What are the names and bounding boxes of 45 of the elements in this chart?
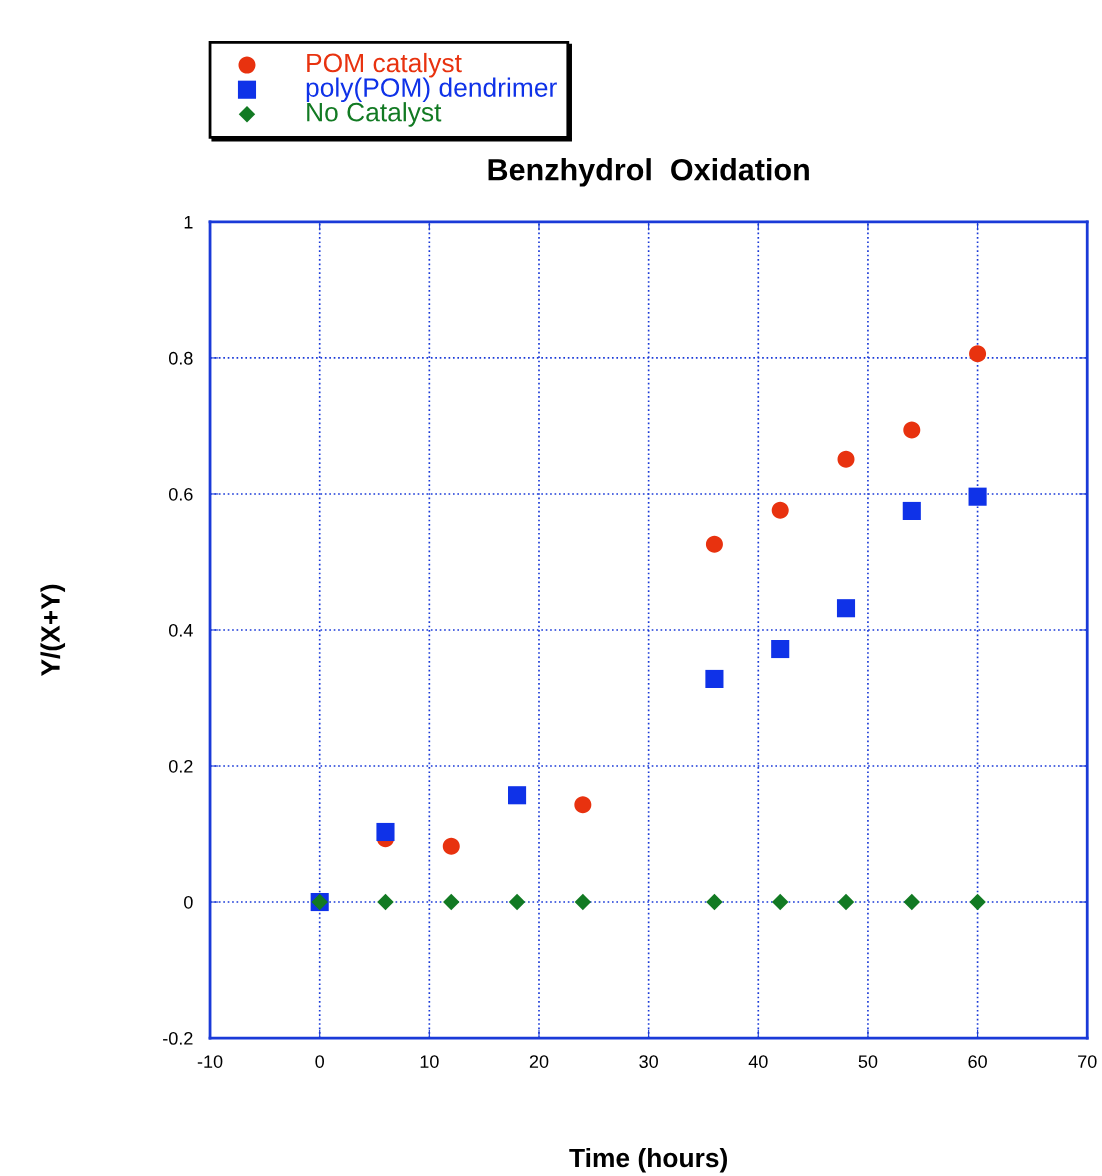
legend-label: POM catalyst bbox=[307, 52, 462, 78]
point bbox=[705, 535, 723, 553]
x-axis-title: Time (hours) bbox=[569, 1147, 727, 1173]
x-tick-label: 20 bbox=[529, 1055, 549, 1068]
point bbox=[377, 893, 394, 911]
point bbox=[968, 487, 987, 506]
y-tick-label: 0.2 bbox=[168, 759, 193, 773]
y-tick-label: 0.6 bbox=[168, 487, 193, 501]
chart-title: Benzhydrol Oxidation bbox=[488, 158, 809, 187]
point bbox=[837, 893, 855, 911]
point bbox=[836, 599, 856, 618]
legend-label: poly(POM) dendrimer bbox=[306, 77, 557, 103]
y-axis-title: Y/(X+Y) bbox=[40, 584, 66, 677]
x-tick-label: 40 bbox=[748, 1055, 768, 1068]
point bbox=[902, 501, 921, 521]
point bbox=[508, 893, 526, 911]
point bbox=[772, 893, 789, 911]
point bbox=[969, 345, 987, 363]
point bbox=[442, 837, 460, 855]
point bbox=[376, 822, 395, 842]
y-tick-label: 0.4 bbox=[168, 623, 193, 637]
point bbox=[969, 893, 986, 911]
point bbox=[771, 639, 790, 659]
point bbox=[574, 796, 592, 814]
x-tick-label: 30 bbox=[639, 1055, 658, 1068]
x-tick-label: 70 bbox=[1078, 1055, 1097, 1068]
x-tick-label: 60 bbox=[968, 1055, 987, 1068]
point bbox=[443, 893, 460, 911]
legend-label: No Catalyst bbox=[307, 102, 442, 127]
y-tick-label: 0.8 bbox=[168, 351, 193, 365]
x-tick-label: 50 bbox=[858, 1055, 878, 1068]
x-tick-label: -10 bbox=[197, 1055, 223, 1068]
point bbox=[771, 501, 789, 519]
y-tick-label: -0.2 bbox=[163, 1031, 193, 1045]
point bbox=[706, 893, 723, 911]
point bbox=[903, 421, 921, 439]
x-tick-label: 0 bbox=[315, 1055, 325, 1068]
point bbox=[903, 893, 921, 911]
point bbox=[508, 786, 527, 805]
y-tick-label: 1 bbox=[184, 216, 193, 229]
y-tick-label: 0 bbox=[184, 895, 193, 909]
x-tick-label: 10 bbox=[420, 1055, 439, 1068]
point bbox=[574, 893, 592, 911]
point bbox=[705, 669, 724, 689]
point bbox=[837, 450, 855, 468]
